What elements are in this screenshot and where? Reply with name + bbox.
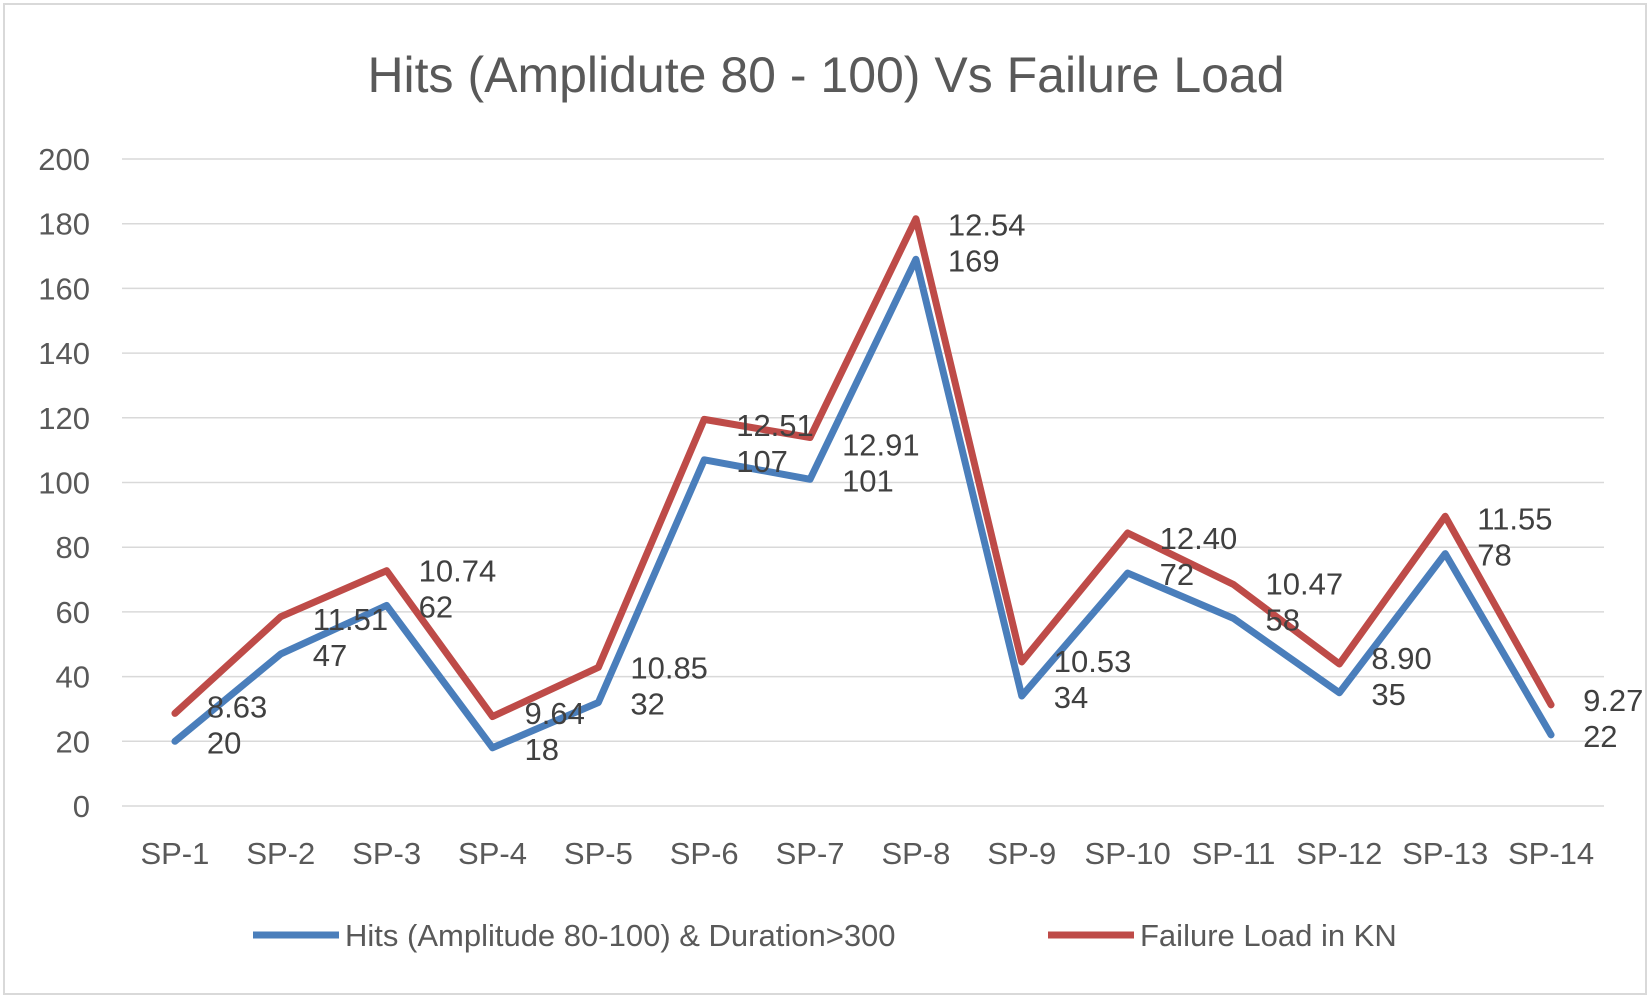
chart-title: Hits (Amplidute 80 - 100) Vs Failure Loa… xyxy=(367,47,1284,103)
data-label-hits: 58 xyxy=(1266,602,1300,637)
y-tick-label: 160 xyxy=(38,271,90,306)
data-label-hits: 72 xyxy=(1160,557,1194,592)
data-label-hits: 22 xyxy=(1583,719,1617,754)
legend-label: Hits (Amplitude 80-100) & Duration>300 xyxy=(345,918,896,953)
data-label-hits: 62 xyxy=(419,589,453,624)
data-label-failure-load: 10.47 xyxy=(1266,566,1344,601)
x-tick-label: SP-9 xyxy=(987,836,1056,871)
data-label-hits: 35 xyxy=(1371,677,1405,712)
data-label-hits: 169 xyxy=(948,243,1000,278)
y-tick-label: 0 xyxy=(73,789,90,824)
legend-label: Failure Load in KN xyxy=(1140,918,1397,953)
series-line-hits xyxy=(171,255,1555,752)
data-label-failure-load: 11.51 xyxy=(313,602,388,637)
y-tick-label: 140 xyxy=(38,336,90,371)
legend: Hits (Amplitude 80-100) & Duration>300 Fa… xyxy=(253,918,1397,953)
y-tick-label: 40 xyxy=(56,660,90,695)
data-label-hits: 47 xyxy=(313,638,347,673)
y-tick-label: 200 xyxy=(38,142,90,177)
data-label-hits: 101 xyxy=(842,463,894,498)
data-label-failure-load: 9.27 xyxy=(1583,683,1643,718)
x-tick-label: SP-5 xyxy=(564,836,633,871)
data-label-hits: 18 xyxy=(525,732,559,767)
data-label-failure-load: 9.64 xyxy=(525,696,585,731)
x-tick-label: SP-13 xyxy=(1402,836,1488,871)
data-label-failure-load: 8.90 xyxy=(1371,641,1431,676)
x-tick-label: SP-7 xyxy=(776,836,845,871)
data-label-failure-load: 10.74 xyxy=(419,553,497,588)
data-label-hits: 32 xyxy=(630,686,664,721)
data-label-hits: 20 xyxy=(207,725,241,760)
x-tick-label: SP-14 xyxy=(1508,836,1594,871)
x-tick-label: SP-12 xyxy=(1296,836,1382,871)
x-tick-label: SP-11 xyxy=(1192,836,1276,871)
y-tick-label: 20 xyxy=(56,724,90,759)
data-label-failure-load: 8.63 xyxy=(207,689,267,724)
x-axis-ticks: SP-1 SP-2 SP-3 SP-4 SP-5 SP-6 SP-7 SP-8 SP-9 SP-1… xyxy=(140,836,1594,871)
x-tick-label: SP-2 xyxy=(246,836,315,871)
y-tick-label: 60 xyxy=(56,595,90,630)
data-label-hits: 34 xyxy=(1054,680,1088,715)
data-label-failure-load: 12.91 xyxy=(842,427,920,462)
x-tick-label: SP-10 xyxy=(1085,836,1171,871)
x-tick-label: SP-4 xyxy=(458,836,527,871)
data-label-failure-load: 12.51 xyxy=(736,408,814,443)
data-label-failure-load: 11.55 xyxy=(1477,502,1552,537)
data-label-hits: 107 xyxy=(736,444,788,479)
x-tick-label: SP-6 xyxy=(670,836,739,871)
data-label-failure-load: 12.40 xyxy=(1160,521,1238,556)
y-tick-label: 100 xyxy=(38,466,90,501)
series-line-failure-load xyxy=(171,215,1555,721)
x-tick-label: SP-3 xyxy=(352,836,421,871)
y-tick-label: 180 xyxy=(38,207,90,242)
data-label-failure-load: 12.54 xyxy=(948,207,1026,242)
data-label-failure-load: 10.53 xyxy=(1054,644,1132,679)
y-tick-label: 80 xyxy=(56,530,90,565)
x-tick-label: SP-8 xyxy=(881,836,950,871)
data-label-hits: 78 xyxy=(1477,538,1511,573)
y-tick-label: 120 xyxy=(38,401,90,436)
y-axis-ticks: 0 20 40 60 80 100 120 140 160 180 200 xyxy=(38,142,90,824)
gridlines xyxy=(122,158,1604,807)
x-tick-label: SP-1 xyxy=(140,836,209,871)
data-label-failure-load: 10.85 xyxy=(630,650,708,685)
series-lines xyxy=(171,215,1555,752)
chart-frame xyxy=(3,3,1647,995)
